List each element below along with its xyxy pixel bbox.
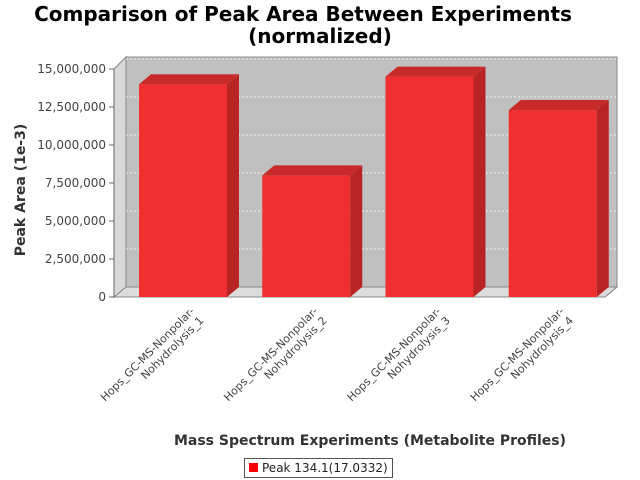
bar-side: [350, 165, 363, 297]
x-category-label-line: Hops_GC-MS-Nonpolar-: [98, 305, 197, 404]
bar-top: [385, 66, 486, 77]
bar-2: [262, 165, 363, 297]
x-category-label-line: Hops_GC-MS-Nonpolar-: [221, 305, 320, 404]
bar-4: [508, 100, 609, 297]
y-tick-label: 5,000,000: [45, 214, 106, 228]
bar-top: [262, 165, 363, 176]
bar-3: [385, 66, 486, 297]
bar-front: [262, 175, 351, 297]
y-tick-label: 15,000,000: [37, 62, 106, 76]
y-tick-label: 10,000,000: [37, 138, 106, 152]
x-category-label: Hops_GC-MS-Nonpolar-Nohydrolysis_4: [468, 305, 576, 413]
bars: [139, 66, 609, 297]
y-tick-label: 0: [98, 290, 106, 304]
bar-top: [139, 74, 239, 85]
bar-side: [227, 74, 239, 297]
y-tick-labels: 0 2,500,000 5,000,000 7,500,000 10,000,000 12…: [37, 62, 106, 304]
x-category-labels: Hops_GC-MS-Nonpolar-Nohydrolysis_1 Hops_G…: [98, 305, 576, 413]
legend-swatch: [249, 463, 258, 472]
chart-title-line-1: Comparison of Peak Area Between Experime…: [34, 2, 572, 26]
y-axis-label: Peak Area (1e-3): [13, 124, 29, 257]
x-category-label-line: Hops_GC-MS-Nonpolar-: [468, 305, 567, 404]
chart-title: Comparison of Peak Area Between Experime…: [34, 2, 572, 48]
plot-left-wall: [113, 55, 127, 299]
y-tick-label: 2,500,000: [45, 252, 106, 266]
x-category-label: Hops_GC-MS-Nonpolar-Nohydrolysis_3: [345, 305, 453, 413]
y-tick-label: 12,500,000: [37, 100, 106, 114]
bar-front: [139, 84, 227, 297]
bar-side: [473, 66, 486, 297]
bar-1: [139, 74, 239, 297]
legend: Peak 134.1(17.0332): [244, 458, 393, 478]
y-tick-label: 7,500,000: [45, 176, 106, 190]
x-category-label: Hops_GC-MS-Nonpolar-Nohydrolysis_1: [98, 305, 206, 413]
x-category-label: Hops_GC-MS-Nonpolar-Nohydrolysis_2: [221, 305, 329, 413]
x-category-label-line: Hops_GC-MS-Nonpolar-: [345, 305, 444, 404]
chart-title-line-2: (normalized): [248, 24, 392, 48]
bar-side: [596, 100, 609, 297]
x-axis-label: Mass Spectrum Experiments (Metabolite Pr…: [174, 433, 566, 449]
legend-label: Peak 134.1(17.0332): [262, 461, 388, 475]
bar-top: [508, 100, 609, 111]
bar-front: [385, 76, 474, 297]
bar-front: [508, 110, 597, 297]
